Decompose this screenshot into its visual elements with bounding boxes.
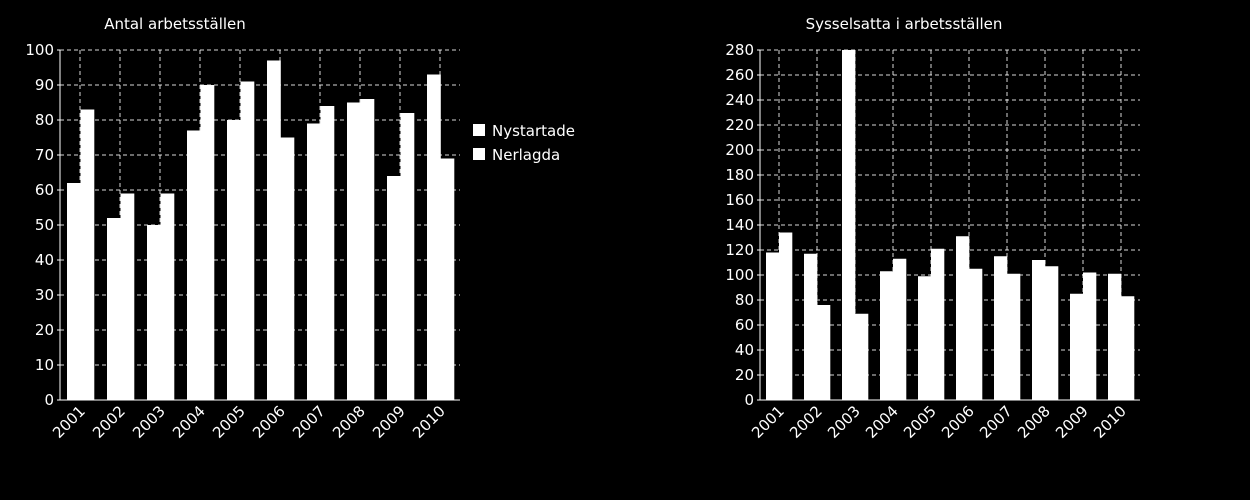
chart-2-y-tick-label: 280 <box>725 41 754 59</box>
chart-2-bar-nystartade-2004 <box>880 271 894 400</box>
chart-2-y-tick-label: 120 <box>725 241 754 259</box>
chart-2-x-tick-label: 2001 <box>748 402 788 442</box>
chart-1-bar-nerlagda-2010 <box>440 158 455 400</box>
chart-2-x-tick-label: 2007 <box>976 402 1016 442</box>
chart-1-x-tick-label: 2007 <box>289 402 329 442</box>
chart-2-bar-nystartade-2007 <box>994 256 1008 400</box>
chart-2-x-tick-label: 2002 <box>786 402 826 442</box>
legend: Nystartade Nerlagda <box>473 122 575 164</box>
chart-1-bar-nerlagda-2005 <box>240 81 255 400</box>
chart-2-bar-nystartade-2008 <box>1032 260 1046 400</box>
chart-1-bar-nystartade-2002 <box>107 218 121 400</box>
chart-2-x-tick-label: 2009 <box>1052 402 1092 442</box>
chart-1-x-tick-label: 2005 <box>209 402 249 442</box>
chart-2-bar-nerlagda-2005 <box>931 248 945 400</box>
chart-1-y-tick-label: 80 <box>35 111 54 129</box>
chart-2-bar-nystartade-2010 <box>1108 273 1122 400</box>
chart-1-x-tick-label: 2006 <box>249 402 289 442</box>
chart-1-bar-nerlagda-2003 <box>160 193 175 400</box>
chart-2-bar-nerlagda-2006 <box>969 268 983 400</box>
chart-1-bar-nystartade-2001 <box>67 183 81 400</box>
chart-2-x-tick-label: 2004 <box>862 402 902 442</box>
chart-2-bar-nystartade-2001 <box>766 252 780 400</box>
chart-1-y-tick-label: 60 <box>35 181 54 199</box>
chart-2-y-tick-label: 0 <box>744 391 754 409</box>
chart-2-x-tick-label: 2008 <box>1014 402 1054 442</box>
chart-1-x-tick-label: 2008 <box>329 402 369 442</box>
chart-1-x-tick-label: 2004 <box>169 402 209 442</box>
chart-1-y-tick-label: 0 <box>44 391 54 409</box>
chart-2-y-tick-label: 60 <box>735 316 754 334</box>
chart-2-bar-nystartade-2006 <box>956 236 970 400</box>
chart-1-bar-nerlagda-2009 <box>400 113 415 400</box>
chart-2-y-tick-label: 40 <box>735 341 754 359</box>
chart-2-bar-nystartade-2005 <box>918 276 932 400</box>
chart-2-bar-nerlagda-2002 <box>817 305 831 400</box>
chart-2-y-tick-label: 20 <box>735 366 754 384</box>
chart-2-y-tick-label: 180 <box>725 166 754 184</box>
chart-1-bar-nystartade-2004 <box>187 130 201 400</box>
chart-1-y-tick-label: 100 <box>25 41 54 59</box>
chart-1-bar-nerlagda-2004 <box>200 85 215 400</box>
chart-2-bar-nystartade-2002 <box>804 253 818 400</box>
chart-1-x-tick-label: 2009 <box>369 402 409 442</box>
chart-2-title: Sysselsatta i arbetsställen <box>806 15 1003 33</box>
chart-2-x-tick-label: 2003 <box>824 402 864 442</box>
chart-2-y-tick-label: 240 <box>725 91 754 109</box>
chart-2-y-tick-label: 100 <box>725 266 754 284</box>
chart-2-y-tick-label: 160 <box>725 191 754 209</box>
chart-1-y-tick-label: 10 <box>35 356 54 374</box>
chart-1-bar-nystartade-2005 <box>227 120 241 400</box>
chart-1-y-tick-label: 20 <box>35 321 54 339</box>
chart-2-bar-nerlagda-2007 <box>1007 273 1021 400</box>
chart-1-bar-nerlagda-2001 <box>80 109 95 400</box>
chart-1-y-tick-label: 70 <box>35 146 54 164</box>
chart-2-bar-nystartade-2003 <box>842 50 856 400</box>
legend-label-nerlagda: Nerlagda <box>492 146 560 164</box>
chart-1-bar-nystartade-2009 <box>387 176 401 400</box>
chart-1-bar-nystartade-2003 <box>147 225 161 400</box>
chart-2-y-tick-label: 80 <box>735 291 754 309</box>
chart-2-x-tick-label: 2005 <box>900 402 940 442</box>
chart-2-bar-nerlagda-2010 <box>1121 296 1135 400</box>
chart-1-y-tick-label: 90 <box>35 76 54 94</box>
chart-2-x-tick-label: 2006 <box>938 402 978 442</box>
chart-1-bar-nerlagda-2006 <box>280 137 295 400</box>
chart-2-bar-nystartade-2009 <box>1070 293 1084 400</box>
chart-1-bar-nerlagda-2007 <box>320 106 335 400</box>
chart-1-y-tick-label: 40 <box>35 251 54 269</box>
chart-1-bar-nystartade-2010 <box>427 74 441 400</box>
chart-1-bar-nystartade-2008 <box>347 102 361 400</box>
chart-1-x-tick-label: 2010 <box>409 402 449 442</box>
chart-1-x-tick-label: 2001 <box>49 402 89 442</box>
chart-2-bar-nerlagda-2008 <box>1045 266 1059 400</box>
chart-2-bar-nerlagda-2003 <box>855 313 869 400</box>
chart-2-y-tick-label: 140 <box>725 216 754 234</box>
chart-1-bar-nerlagda-2002 <box>120 193 135 400</box>
chart-1-x-tick-label: 2003 <box>129 402 169 442</box>
chart-1-bar-nystartade-2007 <box>307 123 321 400</box>
chart-2-y-tick-label: 260 <box>725 66 754 84</box>
chart-2-bar-nerlagda-2009 <box>1083 272 1097 400</box>
chart-2-bar-nerlagda-2004 <box>893 258 907 400</box>
chart-1-bar-nerlagda-2008 <box>360 99 375 400</box>
chart-1-y-tick-label: 30 <box>35 286 54 304</box>
chart-2-x-tick-label: 2010 <box>1090 402 1130 442</box>
chart-1-title: Antal arbetsställen <box>104 15 246 33</box>
legend-swatch-nerlagda <box>473 148 485 160</box>
chart-1-bar-nystartade-2006 <box>267 60 281 400</box>
legend-swatch-nystartade <box>473 124 485 136</box>
chart-1-y-tick-label: 50 <box>35 216 54 234</box>
chart-1-x-tick-label: 2002 <box>89 402 129 442</box>
chart-2-y-tick-label: 220 <box>725 116 754 134</box>
chart-2-y-tick-label: 200 <box>725 141 754 159</box>
chart-2-bar-nerlagda-2001 <box>779 232 793 400</box>
legend-label-nystartade: Nystartade <box>492 122 575 140</box>
